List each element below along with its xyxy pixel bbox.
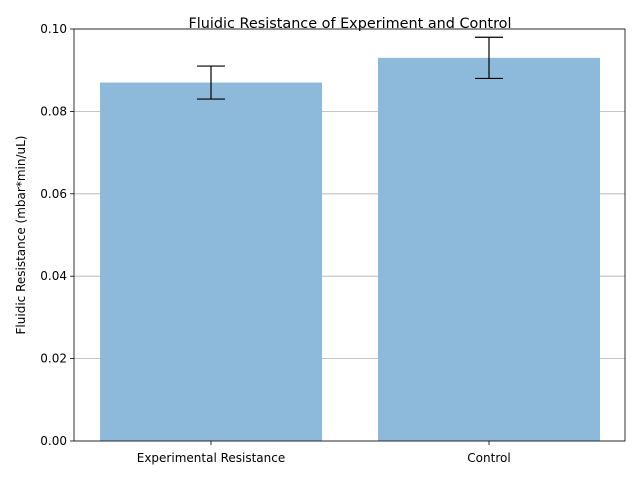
y-tick-label: 0.08 — [40, 104, 67, 118]
y-tick-label: 0.10 — [40, 22, 67, 36]
y-tick-label: 0.02 — [40, 352, 67, 366]
error-bars-group — [197, 36, 503, 100]
y-tick-label: 0.00 — [40, 434, 67, 448]
bars-group — [100, 57, 600, 442]
x-axis-ticks: Experimental Resistance Control — [137, 441, 511, 465]
x-tick-label: Control — [467, 451, 510, 465]
x-tick-label: Experimental Resistance — [137, 451, 286, 465]
y-axis-label: Fluidic Resistance (mbar*min/uL) — [14, 136, 28, 335]
bar-0 — [100, 82, 322, 441]
y-tick-label: 0.06 — [40, 187, 67, 201]
y-tick-label: 0.04 — [40, 269, 67, 283]
bar-1 — [378, 57, 600, 442]
chart-title: Fluidic Resistance of Experiment and Con… — [189, 16, 512, 32]
plot-frame — [73, 28, 626, 442]
y-axis-ticks: 0.00 0.02 0.04 0.06 0.08 0.10 — [40, 22, 74, 448]
